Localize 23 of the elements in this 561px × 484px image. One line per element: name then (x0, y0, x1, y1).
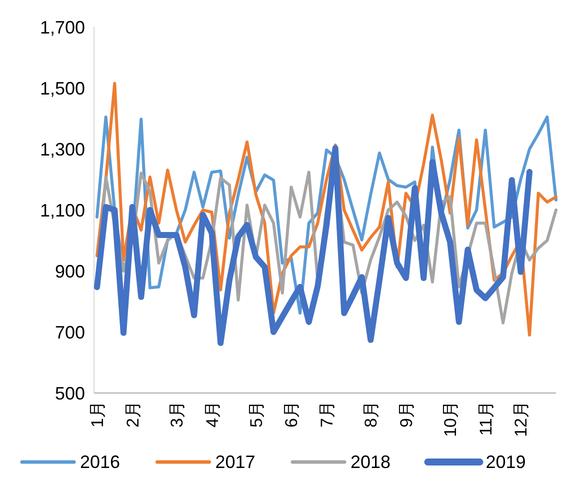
x-tick-label: 11月 (476, 401, 496, 436)
x-tick-label: 6月 (282, 401, 302, 428)
y-tick-label: 900 (54, 261, 85, 282)
y-tick-label: 500 (54, 383, 85, 404)
x-tick-label: 9月 (396, 401, 416, 428)
legend-label: 2018 (350, 452, 391, 472)
x-tick-label: 5月 (246, 401, 266, 428)
x-tick-label: 4月 (202, 401, 222, 428)
y-tick-label: 1,700 (40, 17, 85, 38)
x-tick-label: 8月 (362, 401, 381, 428)
x-tick-label: 1月 (88, 401, 107, 428)
x-tick-label: 7月 (318, 401, 336, 428)
y-tick-label: 1,500 (40, 78, 85, 98)
legend-label: 2019 (486, 452, 526, 472)
legend-label: 2017 (215, 452, 256, 472)
y-tick-label: 1,100 (40, 200, 85, 220)
y-tick-label: 1,300 (40, 139, 85, 160)
x-tick-label: 2月 (123, 401, 142, 428)
x-tick-label: 12月 (512, 401, 531, 437)
x-tick-label: 3月 (167, 401, 186, 428)
legend-label: 2016 (80, 452, 120, 472)
y-tick-label: 700 (54, 322, 85, 342)
x-tick-label: 10月 (441, 401, 460, 437)
